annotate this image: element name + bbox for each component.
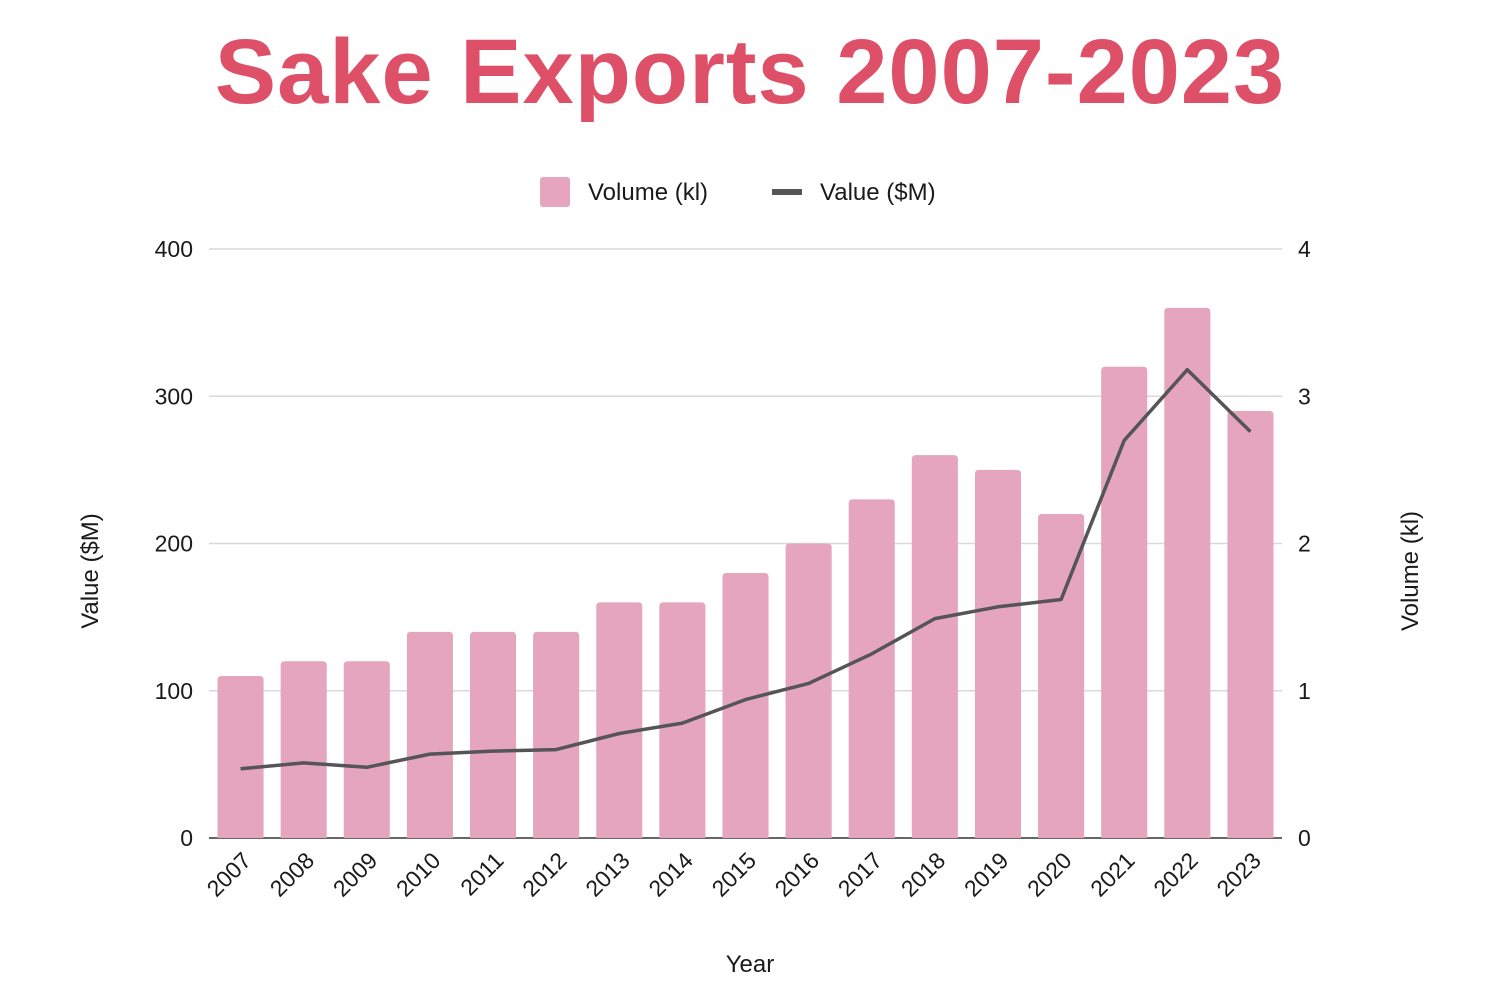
bar-volume-2017 xyxy=(848,499,895,838)
x-tick-label: 2012 xyxy=(517,847,572,902)
x-tick-label: 2023 xyxy=(1211,847,1266,902)
legend: Volume (kl) Value ($M) xyxy=(540,177,936,207)
y-left-tick-label: 300 xyxy=(155,383,193,409)
bar-volume-2020 xyxy=(1038,514,1085,838)
bar-volume-2015 xyxy=(722,572,769,838)
y-right-tick-label: 2 xyxy=(1298,531,1311,557)
y-right-tick-label: 0 xyxy=(1298,825,1311,851)
x-tick-label: 2013 xyxy=(580,847,635,902)
bars xyxy=(217,307,1274,838)
x-tick-label: 2021 xyxy=(1085,847,1140,902)
x-tick-label: 2019 xyxy=(959,847,1014,902)
legend-swatch-value xyxy=(772,189,802,195)
bar-volume-2018 xyxy=(911,455,958,838)
x-tick-label: 2009 xyxy=(328,847,383,902)
x-tick-label: 2008 xyxy=(265,847,320,902)
bar-volume-2011 xyxy=(469,631,517,838)
bar-volume-2007 xyxy=(217,676,264,838)
bar-volume-2009 xyxy=(343,661,390,838)
y-axis-left-title: Value ($M) xyxy=(77,513,104,629)
value-line xyxy=(240,367,1252,771)
x-tick-label: 2014 xyxy=(643,847,698,902)
y-axis-right-title: Volume (kl) xyxy=(1397,511,1424,631)
x-tick-label: 2017 xyxy=(833,847,888,902)
y-right-tick-label: 3 xyxy=(1298,383,1311,409)
bar-volume-2016 xyxy=(785,543,832,838)
y-left-tick-label: 0 xyxy=(180,825,193,851)
x-tick-label: 2007 xyxy=(202,847,257,902)
bar-volume-2014 xyxy=(659,602,706,838)
x-tick-label: 2010 xyxy=(391,847,446,902)
x-tick-label: 2020 xyxy=(1022,847,1077,902)
bar-volume-2023 xyxy=(1227,410,1274,838)
x-tick-label: 2018 xyxy=(896,847,951,902)
x-tick-label: 2016 xyxy=(770,847,825,902)
x-tick-label: 2011 xyxy=(455,847,508,900)
bar-volume-2021 xyxy=(1101,366,1148,838)
y-left-tick-label: 200 xyxy=(155,531,193,557)
y-left-tick-label: 400 xyxy=(155,236,193,262)
x-axis-title: Year xyxy=(726,951,775,978)
bar-volume-2012 xyxy=(533,631,580,838)
legend-label-value: Value ($M) xyxy=(820,179,936,206)
bar-volume-2013 xyxy=(596,602,643,838)
y-right-tick-label: 1 xyxy=(1298,678,1311,704)
x-tick-label: 2022 xyxy=(1148,847,1203,902)
chart-title: Sake Exports 2007-2023 xyxy=(214,21,1286,123)
y-right-tick-label: 4 xyxy=(1298,236,1311,262)
bar-volume-2010 xyxy=(406,631,453,838)
bar-volume-2019 xyxy=(974,469,1022,838)
y-left-tick-label: 100 xyxy=(155,678,193,704)
x-tick-label: 2015 xyxy=(706,847,761,902)
legend-swatch-volume xyxy=(540,177,570,207)
bar-volume-2022 xyxy=(1164,307,1211,838)
bar-volume-2008 xyxy=(280,661,327,838)
legend-label-volume: Volume (kl) xyxy=(588,179,708,206)
